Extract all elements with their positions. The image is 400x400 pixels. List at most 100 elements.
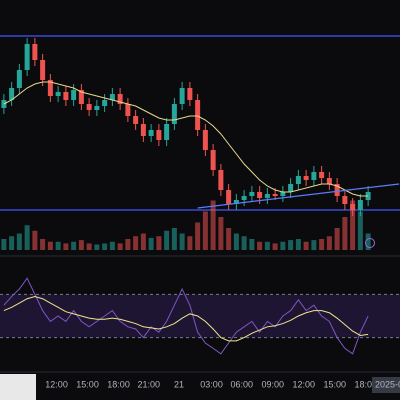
candle-body: [171, 104, 177, 124]
candle-body: [179, 88, 185, 104]
indicator-icon[interactable]: [365, 238, 375, 248]
volume-bar: [218, 217, 224, 250]
candle-body: [195, 100, 201, 130]
candle-body: [311, 172, 317, 180]
volume-bar: [94, 244, 100, 250]
cursor-label: 2025-0: [375, 379, 400, 389]
candle-body: [241, 196, 247, 200]
volume-bar: [32, 230, 38, 250]
x-tick-label: 03:00: [200, 379, 223, 389]
candle-body: [47, 80, 53, 96]
candle-body: [133, 116, 139, 124]
x-tick-label: 12:00: [45, 379, 68, 389]
x-tick-label: 09:00: [262, 379, 285, 389]
candle-body: [156, 130, 162, 140]
candle-body: [109, 94, 115, 100]
rsi-band: [0, 294, 400, 338]
candle-body: [9, 88, 15, 100]
candle-body: [218, 170, 224, 190]
volume-bar: [1, 239, 7, 250]
candle-body: [303, 176, 309, 180]
volume-bar: [102, 243, 108, 250]
x-tick-label: 18:00: [355, 379, 378, 389]
candle-body: [71, 90, 77, 100]
candle-body: [117, 94, 123, 104]
volume-bar: [295, 239, 301, 250]
volume-bar: [249, 239, 255, 250]
candle-body: [78, 90, 84, 104]
volume-bar: [148, 237, 154, 250]
candle-body: [233, 200, 239, 204]
volume-bar: [357, 211, 363, 250]
volume-bar: [342, 217, 348, 250]
volume-bar: [179, 233, 185, 250]
candle-body: [264, 194, 270, 198]
candle-body: [187, 88, 193, 100]
volume-bar: [365, 233, 371, 250]
candle-body: [16, 70, 22, 88]
candle-body: [32, 44, 38, 60]
volume-bar: [40, 239, 46, 250]
volume-bar: [319, 239, 325, 250]
volume-bar: [78, 240, 84, 250]
volume-bar: [24, 225, 30, 250]
thumbnail: [0, 374, 36, 400]
candle-body: [319, 172, 325, 178]
candle-body: [86, 104, 92, 110]
x-tick-label: 21: [174, 379, 184, 389]
volume-bar: [326, 236, 332, 250]
volume-bar: [9, 236, 15, 250]
cursor-box: [372, 377, 400, 393]
candle-body: [55, 92, 61, 96]
volume-bar: [171, 228, 177, 250]
candle-body: [288, 184, 294, 192]
x-tick-label: 15:00: [76, 379, 99, 389]
candle-body: [226, 190, 232, 204]
candle-body: [295, 176, 301, 184]
rsi-line: [3, 277, 369, 355]
volume-bar: [334, 228, 340, 250]
x-tick-label: 21:00: [138, 379, 161, 389]
candle-body: [280, 192, 286, 196]
volume-bar: [195, 222, 201, 250]
volume-bar: [280, 241, 286, 250]
candle-body: [350, 204, 356, 210]
volume-bar: [272, 243, 278, 250]
candle-body: [148, 130, 154, 136]
rsi-line: [3, 296, 369, 342]
volume-bar: [125, 239, 131, 250]
candle-body: [125, 104, 131, 116]
volume-bar: [109, 241, 115, 250]
volume-bar: [140, 233, 146, 250]
volume-bar: [117, 243, 123, 250]
candle-body: [257, 192, 263, 198]
volume-bar: [71, 241, 77, 250]
candle-body: [202, 130, 208, 150]
candle-body: [334, 184, 340, 196]
volume-bar: [288, 240, 294, 250]
volume-bar: [86, 243, 92, 250]
volume-bar: [210, 200, 216, 250]
volume-bar: [264, 241, 270, 250]
volume-bar: [156, 236, 162, 250]
volume-bar: [63, 243, 69, 250]
volume-bar: [16, 233, 22, 250]
volume-bar: [226, 228, 232, 250]
candle-body: [94, 106, 100, 110]
x-tick-label: 18:00: [107, 379, 130, 389]
volume-bar: [164, 230, 170, 250]
candle-body: [342, 196, 348, 204]
volume-bar: [187, 236, 193, 250]
volume-bar: [133, 236, 139, 250]
candle-body: [140, 124, 146, 136]
volume-bar: [303, 241, 309, 250]
candle-body: [164, 124, 170, 140]
candle-body: [326, 178, 332, 184]
x-tick-label: 15:00: [324, 379, 347, 389]
volume-bar: [257, 241, 263, 250]
candle-body: [210, 150, 216, 170]
candle-body: [40, 60, 46, 80]
trend-line: [197, 183, 400, 209]
